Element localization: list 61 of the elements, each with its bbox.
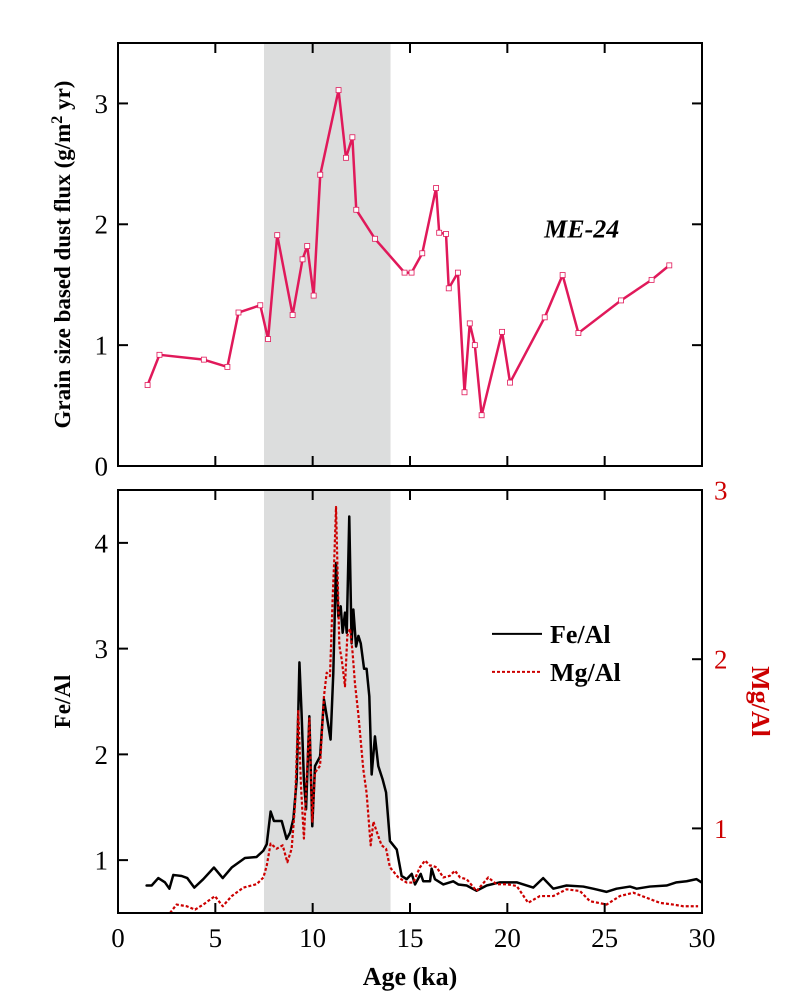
- point: [618, 298, 624, 304]
- x-tick-label: 15: [396, 923, 424, 953]
- y-tick-label: 3: [94, 88, 108, 119]
- point: [454, 270, 461, 276]
- point: [310, 292, 317, 298]
- point: [353, 206, 360, 213]
- point: [156, 352, 162, 358]
- point: [560, 272, 566, 278]
- point: [257, 302, 264, 308]
- point: [446, 285, 452, 292]
- point: [436, 230, 442, 236]
- y2-tick-label: 1: [714, 814, 728, 844]
- y-tick-label: 0: [94, 451, 108, 482]
- point: [542, 314, 548, 320]
- point: [472, 342, 478, 348]
- point: [372, 236, 378, 242]
- point: [402, 270, 408, 276]
- y-tick-label: 2: [94, 740, 108, 770]
- point: [419, 250, 426, 256]
- legend-label: Fe/Al: [550, 620, 611, 649]
- point: [478, 412, 485, 418]
- x-tick-label: 5: [208, 923, 222, 953]
- point: [433, 185, 439, 191]
- y-tick-label: 3: [94, 634, 108, 664]
- y2-tick-label: 2: [714, 644, 728, 675]
- point: [648, 276, 654, 283]
- y-tick-label: 1: [94, 846, 108, 876]
- series-label: ME-24: [543, 214, 620, 244]
- y2-axis-title: Mg/Al: [746, 666, 775, 737]
- y-tick-label: 2: [94, 210, 108, 240]
- x-tick-label: 25: [591, 923, 618, 953]
- point: [336, 87, 342, 94]
- point: [343, 154, 349, 161]
- point: [317, 172, 324, 178]
- point: [499, 328, 505, 335]
- y-axis-title: Fe/Al: [50, 674, 75, 728]
- point: [290, 312, 296, 318]
- point: [274, 232, 280, 238]
- point: [300, 256, 306, 262]
- point: [224, 364, 230, 370]
- point: [304, 243, 310, 249]
- x-tick-label: 10: [299, 923, 326, 953]
- point: [462, 389, 468, 396]
- point: [200, 356, 207, 363]
- point: [236, 310, 242, 316]
- y-tick-label: 4: [94, 528, 108, 558]
- point: [265, 336, 271, 342]
- point: [349, 134, 356, 140]
- point: [144, 382, 150, 388]
- point: [575, 330, 582, 336]
- legend-label: Mg/Al: [550, 658, 621, 687]
- point: [666, 262, 672, 268]
- point: [507, 380, 513, 386]
- point: [466, 320, 473, 326]
- y-tick-label: 1: [94, 330, 108, 361]
- y2-tick-label: 3: [714, 475, 728, 506]
- x-tick-label: 20: [494, 923, 521, 953]
- x-axis-title: Age (ka): [362, 962, 458, 991]
- x-tick-label: 30: [688, 923, 716, 953]
- point: [408, 270, 414, 276]
- point: [443, 231, 449, 237]
